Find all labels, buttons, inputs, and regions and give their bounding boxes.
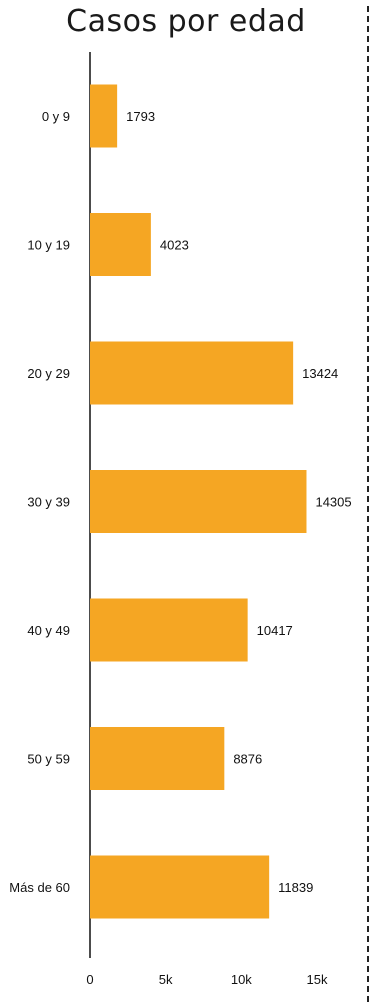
category-label: 20 y 29 [27,366,70,381]
bar-2 [90,341,294,405]
dashed-divider [367,6,369,1002]
value-label: 4023 [160,238,189,253]
bar-4 [90,598,248,662]
value-label: 11839 [278,880,313,895]
value-label: 14305 [315,495,351,510]
bar-6 [90,855,270,919]
category-label: 40 y 49 [27,623,70,638]
x-tick-label: 15k [307,972,328,987]
x-tick-label: 0 [86,972,93,987]
x-axis-ticks: 0 5k 10k 15k [86,972,328,987]
x-tick-label: 10k [231,972,252,987]
bar-0 [90,84,118,148]
category-label: Más de 60 [9,880,70,895]
bar-5 [90,727,225,790]
bar-1 [90,213,151,276]
value-label: 10417 [257,623,293,638]
value-label: 13424 [302,366,338,381]
bars-group: 0 y 9 1793 10 y 19 4023 20 y 29 13424 30 y 39 1… [9,84,352,919]
category-label: 0 y 9 [42,109,70,124]
value-label: 8876 [233,752,262,767]
x-tick-label: 5k [159,972,173,987]
value-label: 1793 [126,109,155,124]
category-label: 50 y 59 [27,752,70,767]
bar-3 [90,470,307,533]
category-label: 10 y 19 [27,238,70,253]
category-label: 30 y 39 [27,495,70,510]
chart-title: Casos por edad [66,4,306,39]
